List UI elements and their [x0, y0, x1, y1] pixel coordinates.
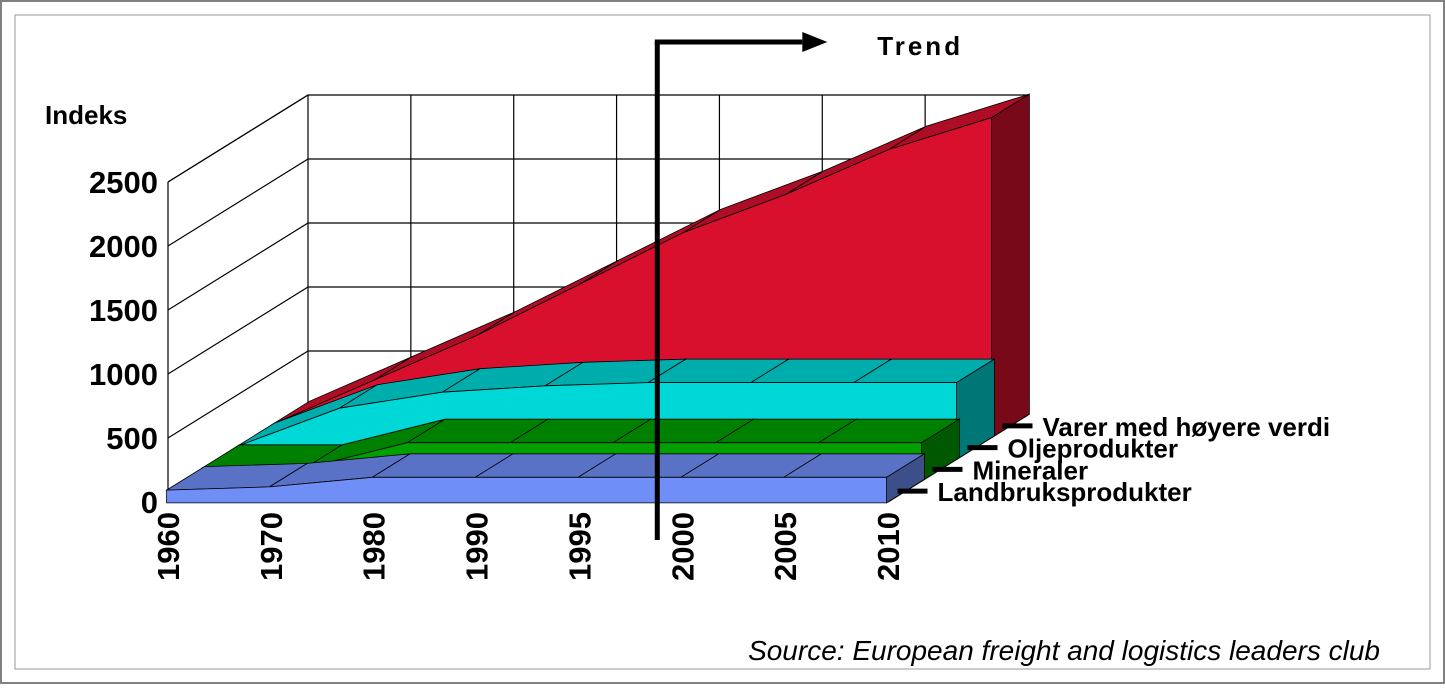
trend-label: Trend: [877, 31, 963, 61]
x-tick-1990: 1990: [460, 512, 495, 581]
trend-arrowhead: [802, 32, 828, 52]
y-tick-2500: 2500: [89, 165, 158, 200]
y-axis-label: Indeks: [45, 100, 127, 130]
x-tick-2010: 2010: [871, 512, 906, 581]
y-tick-1500: 1500: [89, 293, 158, 328]
legend-series-2: Mineraler: [973, 455, 1089, 485]
trend-marker: Trend: [654, 31, 963, 540]
areas: [165, 93, 1030, 504]
area-series-0: [271, 93, 1030, 439]
source-caption: Source: European freight and logistics l…: [748, 635, 1380, 666]
legend-series-0: Varer med høyere verdi: [1043, 412, 1331, 442]
y-ticks: 0 500 1000 1500 2000 2500: [89, 165, 158, 520]
x-tick-1995: 1995: [562, 512, 597, 581]
legend-series-3: Landbruksprodukter: [938, 477, 1192, 507]
area-series-3: [165, 453, 926, 504]
area-front-0: [271, 117, 992, 439]
y-tick-1000: 1000: [89, 357, 158, 392]
x-tick-2005: 2005: [768, 512, 803, 581]
area-front-3: [166, 476, 887, 504]
y-tick-2000: 2000: [89, 229, 158, 264]
y-axis-top-line: [167, 94, 309, 183]
x-ticks: 1960 1970 1980 1990 1995 2000 2005 2010: [151, 512, 906, 581]
y-tick-0: 0: [141, 485, 158, 520]
y-tick-500: 500: [106, 421, 158, 456]
x-tick-1970: 1970: [254, 512, 289, 581]
x-tick-1980: 1980: [357, 512, 392, 581]
x-tick-2000: 2000: [665, 512, 700, 581]
legend: Varer med høyere verdiOljeprodukterMiner…: [897, 412, 1331, 507]
x-tick-1960: 1960: [151, 512, 186, 581]
area-side-0: [991, 93, 1030, 439]
legend-series-1: Oljeprodukter: [1008, 434, 1178, 464]
